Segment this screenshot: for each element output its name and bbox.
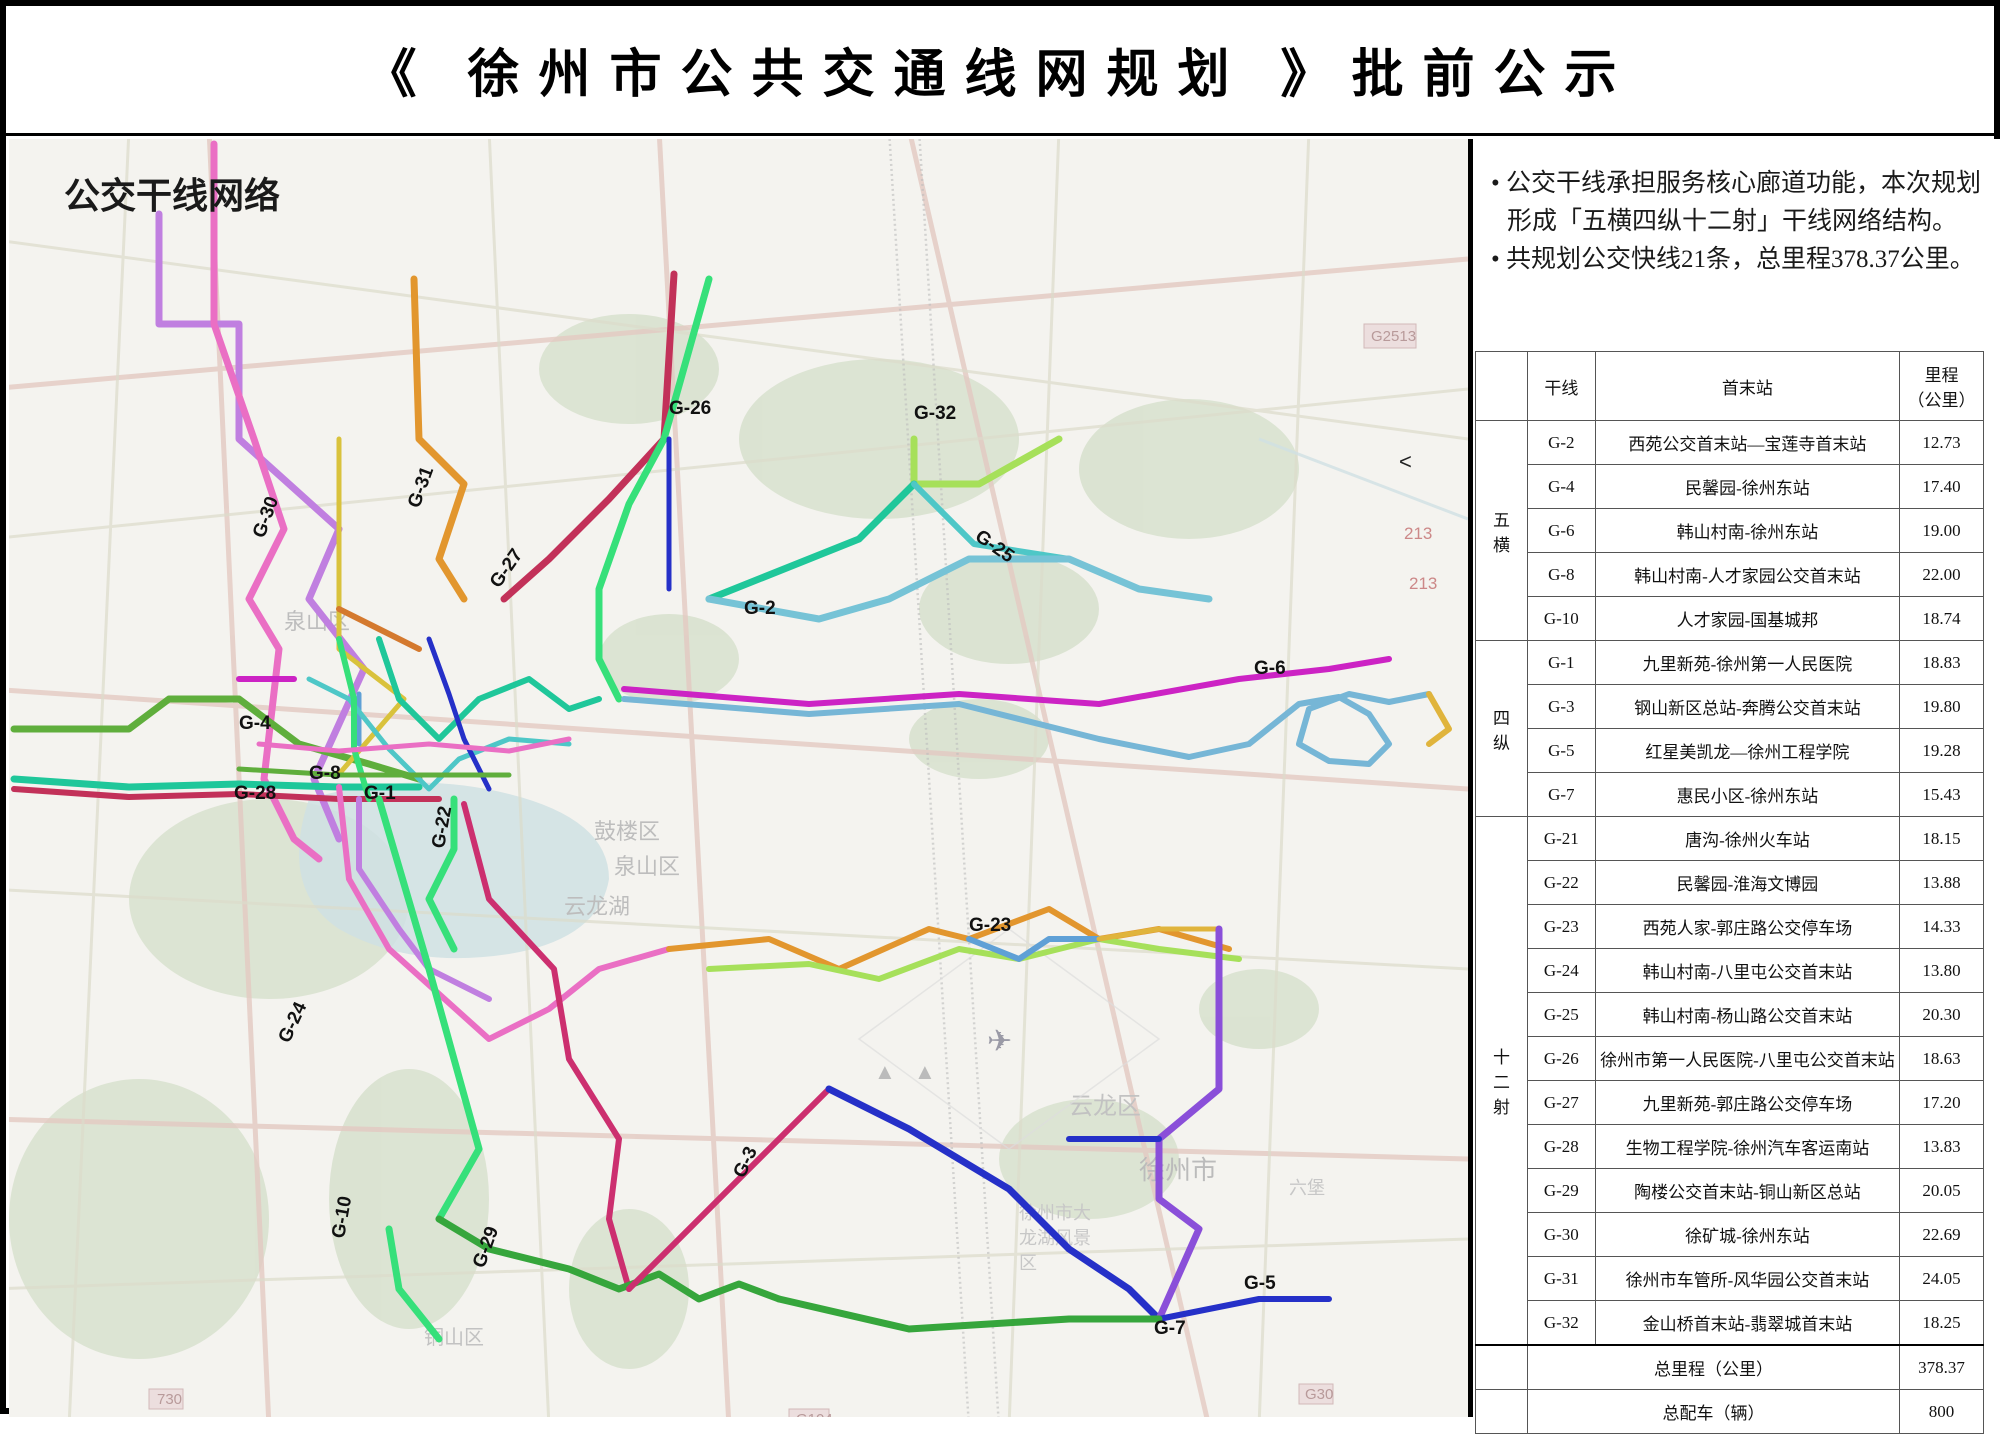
svg-text:G-4: G-4 — [239, 713, 271, 734]
svg-text:▲: ▲ — [874, 1059, 896, 1084]
svg-text:G-26: G-26 — [669, 398, 711, 419]
svg-text:213: 213 — [1409, 574, 1437, 593]
svg-text:G2513: G2513 — [1371, 328, 1416, 345]
svg-text:区: 区 — [1019, 1253, 1037, 1273]
svg-text:730: 730 — [157, 1391, 182, 1408]
svg-text:<: < — [1399, 449, 1412, 474]
svg-text:▲: ▲ — [914, 1059, 936, 1084]
svg-text:徐州市: 徐州市 — [1139, 1155, 1217, 1185]
svg-text:G-5: G-5 — [1244, 1273, 1276, 1294]
svg-text:213: 213 — [1404, 524, 1432, 543]
svg-text:G-23: G-23 — [969, 915, 1011, 936]
svg-text:G-2: G-2 — [744, 598, 776, 619]
svg-text:✈: ✈ — [987, 1025, 1012, 1058]
svg-text:泉山区: 泉山区 — [614, 854, 680, 879]
svg-text:G-32: G-32 — [914, 403, 956, 424]
svg-text:六堡: 六堡 — [1289, 1178, 1325, 1198]
svg-text:云龙湖: 云龙湖 — [564, 894, 630, 919]
svg-text:G30: G30 — [1305, 1386, 1333, 1403]
svg-text:G104: G104 — [796, 1411, 833, 1417]
svg-text:G-6: G-6 — [1254, 658, 1286, 679]
svg-text:G-8: G-8 — [309, 763, 341, 784]
svg-text:G-1: G-1 — [364, 783, 396, 804]
svg-text:鼓楼区: 鼓楼区 — [594, 819, 660, 844]
svg-text:G-28: G-28 — [234, 783, 276, 804]
svg-text:G-7: G-7 — [1154, 1318, 1186, 1339]
